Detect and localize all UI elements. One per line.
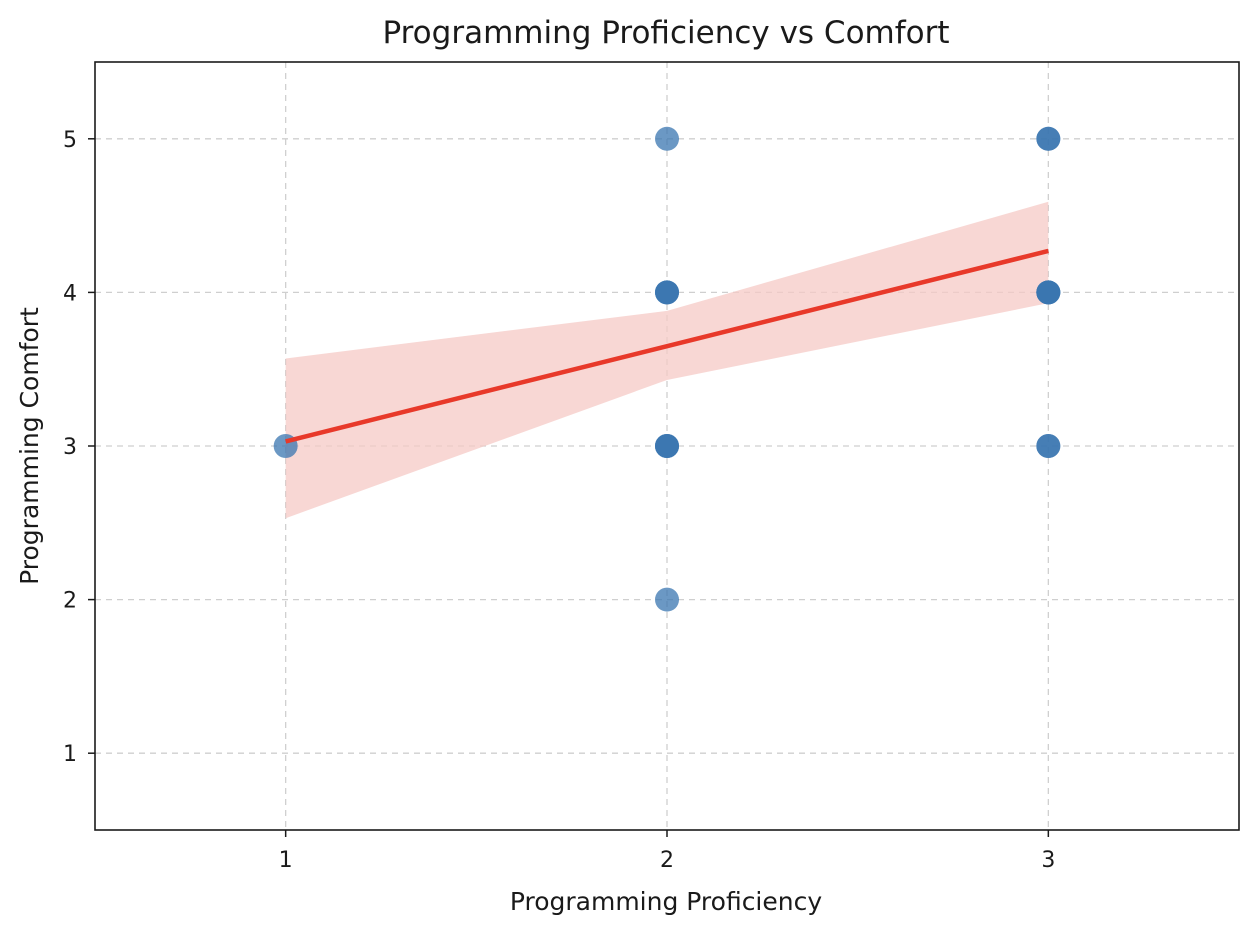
y-tick-label: 1 — [63, 742, 77, 767]
data-points — [273, 126, 1061, 612]
y-tick-label: 3 — [63, 435, 77, 460]
confidence-band-area — [285, 201, 1049, 519]
y-axis-label: Programming Comfort — [15, 307, 44, 585]
regression-line-group — [285, 248, 1049, 444]
confidence-band — [285, 201, 1049, 519]
data-point — [655, 126, 679, 151]
data-point — [1036, 434, 1061, 458]
data-point — [1036, 126, 1061, 151]
chart-title: Programming Proficiency vs Comfort — [382, 15, 949, 51]
data-point — [655, 280, 679, 305]
y-tick-label: 5 — [63, 128, 77, 153]
data-point — [655, 434, 679, 458]
regression-line — [285, 248, 1049, 444]
x-axis-label: Programming Proficiency — [510, 887, 823, 916]
y-tick-label: 4 — [63, 281, 77, 306]
y-tick-label: 2 — [63, 589, 77, 614]
data-point — [655, 587, 679, 612]
axis-ticks: 1 2 3 1 2 3 4 5 — [63, 128, 1055, 873]
x-tick-label: 2 — [660, 848, 674, 873]
data-point — [1036, 280, 1061, 305]
x-tick-label: 3 — [1041, 848, 1055, 873]
x-tick-label: 1 — [279, 848, 293, 873]
